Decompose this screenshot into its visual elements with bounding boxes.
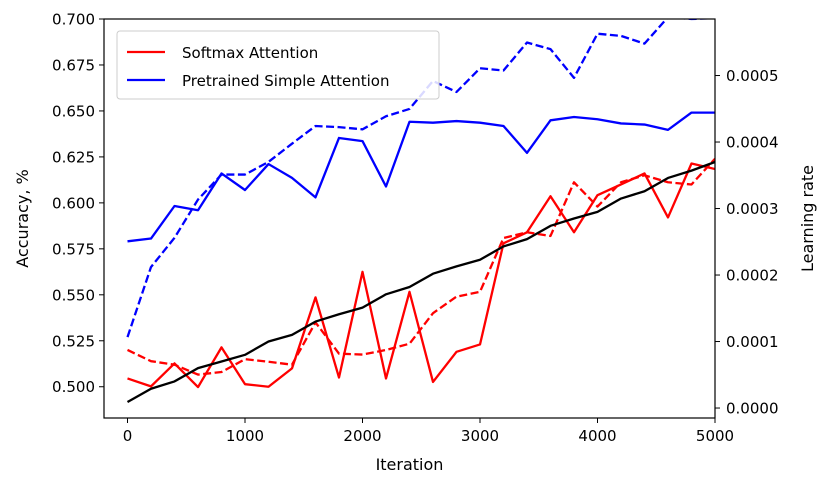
x-axis-label: Iteration — [376, 455, 444, 474]
series-layer — [126, 19, 715, 404]
y-left-tick-label: 0.550 — [52, 286, 95, 304]
y-left-tick-label: 0.600 — [52, 194, 95, 212]
y-axis-left-label: Accuracy, % — [13, 169, 32, 267]
y-right-tick-label: 0.0001 — [726, 333, 779, 351]
y-right-tick-label: 0.0005 — [726, 67, 779, 85]
series-line-2 — [127, 111, 715, 243]
y-left-tick-label: 0.650 — [52, 102, 95, 120]
y-axis-left: 0.500 0.525 0.550 0.575 0.600 0.625 0.650 0.675… — [52, 11, 104, 396]
y-right-tick-label: 0.0000 — [726, 400, 779, 418]
legend-label: Pretrained Simple Attention — [182, 72, 390, 90]
x-tick-label: 3000 — [461, 427, 499, 445]
x-tick-label: 5000 — [696, 427, 734, 445]
legend-label: Softmax Attention — [182, 44, 318, 62]
series-line-1 — [127, 157, 715, 376]
y-right-tick-label: 0.0003 — [726, 200, 779, 218]
y-right-tick-label: 0.0002 — [726, 267, 779, 285]
y-left-tick-label: 0.575 — [52, 240, 95, 258]
y-left-tick-label: 0.700 — [52, 11, 95, 29]
x-tick-label: 2000 — [343, 427, 381, 445]
y-left-tick-label: 0.500 — [52, 378, 95, 396]
legend-box — [116, 30, 440, 100]
y-left-tick-label: 0.675 — [52, 56, 95, 74]
y-right-tick-label: 0.0004 — [726, 134, 779, 152]
y-axis-right-label: Learning rate — [798, 165, 817, 272]
x-tick-label: 1000 — [226, 427, 264, 445]
plot-frame — [103, 18, 716, 419]
legend: Softmax Attention Pretrained Simple Atten… — [116, 30, 440, 100]
y-axis-right: 0.0000 0.0001 0.0002 0.0003 0.0004 0.0005 — [715, 67, 779, 418]
x-tick-label: 4000 — [578, 427, 616, 445]
x-axis: 0 1000 2000 3000 4000 5000 — [123, 418, 734, 445]
x-tick-label: 0 — [123, 427, 133, 445]
y-left-tick-label: 0.625 — [52, 148, 95, 166]
series-line-4 — [126, 160, 715, 404]
y-left-tick-label: 0.525 — [52, 332, 95, 350]
